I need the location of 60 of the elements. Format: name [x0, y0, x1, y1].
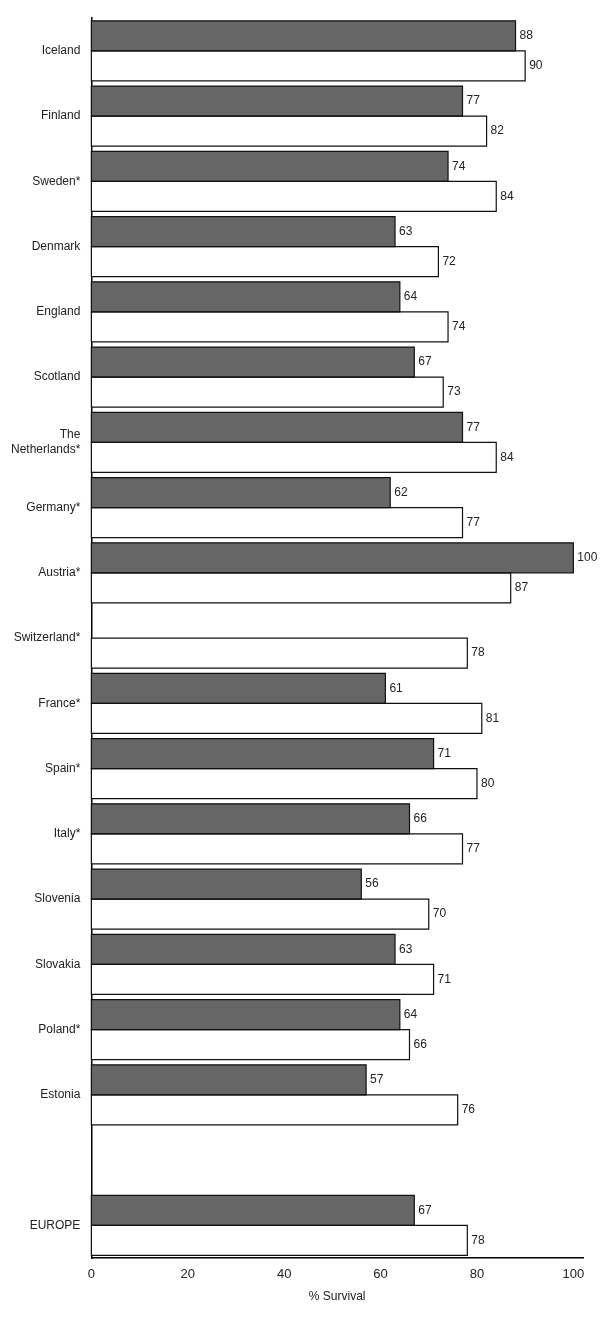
y-tick-label: Denmark — [31, 238, 82, 253]
y-tick-label: Austria* — [38, 565, 81, 580]
data-label: 71 — [437, 971, 452, 986]
data-label: 100 — [577, 550, 598, 565]
data-label: 64 — [403, 289, 418, 304]
data-label: 57 — [370, 1072, 384, 1087]
y-tick-label: Slovakia — [35, 956, 81, 971]
y-tick-label: The Netherlands* — [11, 427, 81, 456]
data-label: 67 — [418, 1202, 432, 1217]
x-tick-label: 20 — [180, 1266, 196, 1282]
x-tick-label: 0 — [87, 1266, 95, 1282]
data-label: 76 — [461, 1102, 476, 1117]
data-label: 77 — [466, 419, 481, 434]
y-tick-label: France* — [38, 695, 81, 710]
data-label: 62 — [394, 484, 408, 499]
data-label: 77 — [466, 841, 481, 856]
data-label: 61 — [389, 680, 404, 695]
data-label: 84 — [500, 188, 514, 203]
data-label: 78 — [471, 645, 485, 660]
y-tick-label: Switzerland* — [13, 630, 81, 645]
data-label: 81 — [485, 710, 500, 725]
y-tick-label: Slovenia — [34, 891, 81, 906]
data-label: 90 — [529, 58, 543, 73]
data-label: 88 — [519, 28, 534, 43]
y-tick-label: Iceland — [41, 43, 81, 58]
data-label: 64 — [403, 1006, 418, 1021]
x-tick-label: 80 — [469, 1266, 485, 1282]
y-tick-label: Scotland — [33, 369, 81, 384]
data-label: 66 — [413, 1036, 428, 1051]
y-tick-label: EUROPE — [29, 1217, 81, 1232]
y-tick-label: Spain* — [45, 760, 81, 775]
data-label: 74 — [452, 319, 466, 334]
data-label: 67 — [418, 354, 432, 369]
y-tick-label: Sweden* — [32, 173, 81, 188]
data-label: 71 — [437, 745, 452, 760]
y-tick-label: Poland* — [38, 1021, 81, 1036]
data-label: 70 — [432, 906, 447, 921]
data-label: 80 — [480, 775, 495, 790]
data-label: 82 — [490, 123, 505, 138]
data-label: 78 — [471, 1232, 485, 1247]
data-label: 77 — [466, 514, 481, 529]
data-label: 72 — [442, 253, 457, 268]
x-tick-label: 40 — [276, 1266, 292, 1282]
data-label: 84 — [500, 449, 514, 464]
data-label: 74 — [452, 158, 466, 173]
data-label: 56 — [365, 876, 379, 891]
x-axis-title: % Survival — [308, 1289, 366, 1304]
data-label: 63 — [399, 941, 413, 956]
data-label: 87 — [514, 580, 529, 595]
y-tick-label: Estonia — [40, 1087, 81, 1102]
data-label: 77 — [466, 93, 481, 108]
data-label: 63 — [399, 223, 413, 238]
y-tick-label: Italy* — [53, 826, 81, 841]
x-tick-label: 100 — [562, 1266, 585, 1282]
y-tick-label: Germany* — [26, 499, 81, 514]
y-tick-label: Finland — [41, 108, 81, 123]
data-label: 66 — [413, 811, 428, 826]
x-tick-label: 60 — [373, 1266, 388, 1282]
data-label: 73 — [447, 384, 461, 399]
y-tick-label: England — [36, 304, 81, 319]
